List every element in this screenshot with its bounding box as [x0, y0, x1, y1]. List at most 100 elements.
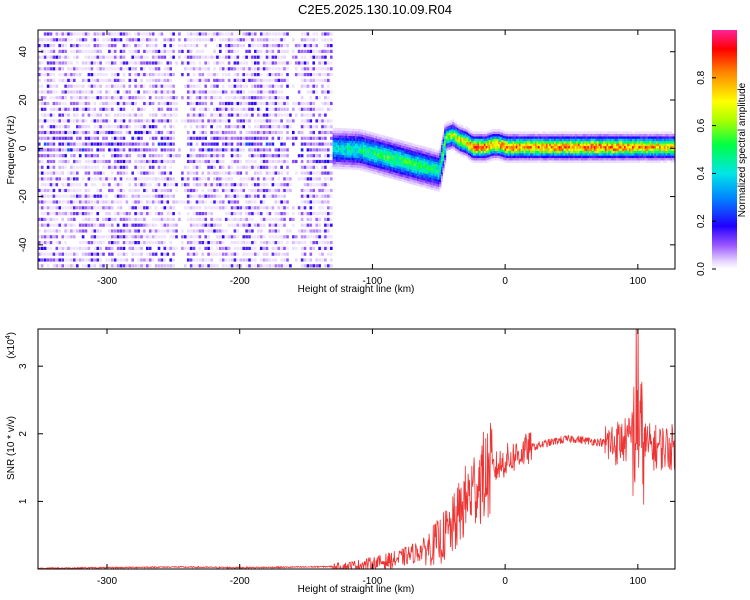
spectrogram-cell [391, 162, 394, 165]
spectrogram-cell [402, 160, 405, 163]
spectrogram-cell [479, 153, 482, 156]
spectrogram-cell [189, 171, 193, 175]
spectrogram-cell [396, 153, 399, 157]
spectrogram-cell [151, 90, 155, 94]
spectrogram-cell [43, 136, 47, 140]
spectrogram-cell [318, 130, 321, 135]
spectrogram-cell [396, 141, 399, 145]
spectrogram-cell [70, 229, 73, 233]
spectrogram-cell [192, 113, 196, 117]
spectrogram-cell [160, 49, 164, 53]
spectrogram-cell [372, 151, 375, 155]
spectrogram-cell [84, 78, 88, 82]
spectrogram-cell [257, 119, 260, 123]
spectrogram-cell [216, 200, 219, 204]
spectrogram-cell [312, 200, 315, 204]
spectrogram-cell [148, 49, 152, 53]
spectrogram-cell [342, 135, 345, 138]
spectrogram-cell [345, 150, 348, 153]
spectrogram-cell [195, 119, 199, 123]
spectrogram-cell [163, 223, 167, 227]
spectrogram-cell [321, 142, 324, 146]
spectrogram-cell [259, 217, 263, 221]
spectrogram-cell [366, 150, 369, 153]
spectrogram-cell [327, 200, 330, 204]
spectrogram-cell [248, 154, 251, 158]
spectrogram-cell [413, 158, 416, 161]
spectrogram-cell [131, 119, 134, 123]
spectrogram-cell [439, 155, 442, 158]
spectrogram-cell [309, 38, 313, 42]
spectrogram-cell [361, 129, 364, 133]
spectrogram-cell [102, 183, 105, 187]
spectrogram-cell [312, 38, 315, 42]
spectrogram-cell [444, 143, 447, 146]
spectrogram-cell [354, 131, 357, 134]
spectrogram-cell [268, 177, 272, 181]
spectrogram-cell [350, 152, 353, 156]
spectrogram-cell [312, 235, 315, 239]
spectrogram-cell [286, 27, 289, 30]
spectrogram-cell [140, 130, 143, 135]
spectrogram-cell [401, 176, 404, 180]
spectrogram-cell [367, 162, 370, 166]
spectrogram-cell [236, 49, 240, 53]
spectrogram-cell [354, 133, 357, 137]
spectrogram-cell [189, 258, 193, 262]
spectrogram-cell [426, 166, 429, 170]
spectrogram-cell [67, 252, 70, 256]
spectrogram-cell [134, 125, 137, 129]
spectrogram-cell [405, 168, 408, 171]
spectrogram-cell [286, 96, 289, 100]
spectrogram-cell [230, 188, 234, 193]
spectrogram-cell [461, 134, 464, 138]
spectrogram-cell [397, 173, 400, 176]
spectrogram-cell [268, 96, 272, 100]
spectrogram-cell [375, 164, 378, 168]
spectrogram-cell [96, 119, 99, 123]
spectrogram-cell [122, 90, 126, 94]
spectrogram-cell [389, 149, 392, 153]
spectrogram-cell [348, 130, 351, 134]
spectrogram-cell [262, 154, 266, 158]
spectrogram-cell [99, 171, 102, 175]
spectrogram-cell [52, 229, 56, 233]
spectrogram-cell [429, 167, 432, 171]
spectrogram-cell [389, 173, 392, 177]
spectrogram-cell [468, 145, 471, 148]
spectrogram-cell [137, 113, 140, 117]
spectrogram-cell [239, 107, 243, 111]
spectrogram-cell [204, 206, 207, 210]
spectrogram-cell [140, 171, 143, 175]
spectrogram-cell [245, 119, 248, 123]
spectrogram-cell [283, 223, 286, 227]
spectrogram-cell [116, 264, 120, 268]
spectrogram-cell [359, 153, 362, 156]
spectrogram-cell [192, 165, 196, 169]
spectrogram-cell [93, 101, 97, 106]
spectrogram-cell [277, 84, 280, 88]
spectrogram-cell [224, 188, 228, 193]
spectrogram-cell [468, 147, 471, 151]
spectrogram-cell [312, 27, 315, 30]
spectrogram-cell [43, 148, 47, 152]
spectrogram-cell [437, 172, 440, 175]
spectrogram-cell [207, 90, 210, 94]
spectrogram-cell [372, 161, 375, 165]
spectrogram-cell [87, 73, 91, 77]
spectrogram-cell [257, 61, 260, 65]
spectrogram-cell [157, 229, 161, 233]
spectrogram-cell [186, 177, 190, 181]
spectrogram-cell [309, 171, 313, 175]
spectrogram-cell [280, 107, 283, 111]
spectrogram-cell [356, 150, 359, 154]
spectrogram-cell [70, 27, 73, 30]
spectrogram-cell [134, 264, 137, 268]
spectrogram-cell [334, 159, 337, 162]
spectrogram-cell [93, 142, 97, 146]
spectrogram-cell [157, 200, 161, 204]
spectrogram-cell [64, 159, 67, 164]
spectrogram-cell [472, 143, 475, 147]
spectrogram-cell [90, 61, 94, 65]
spectrogram-cell [213, 32, 216, 36]
